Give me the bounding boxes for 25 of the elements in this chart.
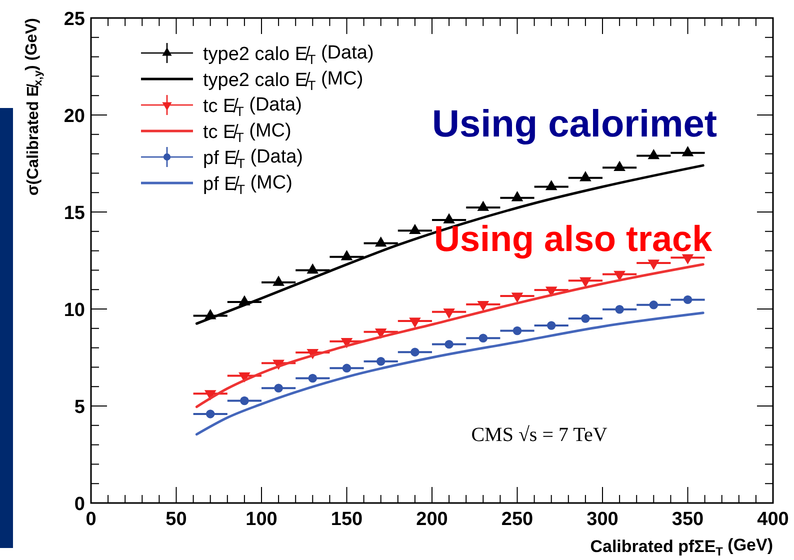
- legend-label: tc E̸$_{T}$ (MC): [203, 120, 292, 145]
- annotation: Using calorimet: [432, 103, 718, 146]
- y-tick-label: 15: [64, 203, 86, 224]
- legend-label: tc E̸$_{T}$ (Data): [203, 94, 302, 119]
- x-tick-label: 200: [416, 509, 448, 530]
- x-tick-label: 350: [672, 509, 704, 530]
- legend-label: type2 calo E̸$_{T}$ (MC): [203, 68, 364, 93]
- y-tick-label: 20: [64, 106, 85, 127]
- line-series: [195, 263, 704, 408]
- x-tick-label: 300: [586, 509, 618, 530]
- x-tick-label: 250: [501, 509, 534, 530]
- y-tick-label: 0: [74, 494, 85, 515]
- x-tick-label: 400: [757, 509, 789, 530]
- y-tick-label: 5: [74, 397, 86, 418]
- x-tick-label: 100: [246, 509, 278, 530]
- legend-label: pf E̸$_{T}$ (MC): [203, 172, 292, 197]
- x-tick-label: 150: [330, 509, 363, 530]
- y-tick-label: 25: [64, 9, 86, 30]
- x-axis-title: Calibrated pfΣE$_{T}$ (GeV): [590, 535, 773, 559]
- x-tick-label: 50: [166, 509, 187, 530]
- annotation: Using also track: [434, 218, 714, 259]
- y-tick-label: 10: [64, 300, 85, 321]
- annotation: CMS √s = 7 TeV: [471, 424, 608, 446]
- legend-label: pf E̸$_{T}$ (Data): [203, 146, 304, 171]
- legend-label: type2 calo E̸$_{T}$ (Data): [203, 42, 374, 67]
